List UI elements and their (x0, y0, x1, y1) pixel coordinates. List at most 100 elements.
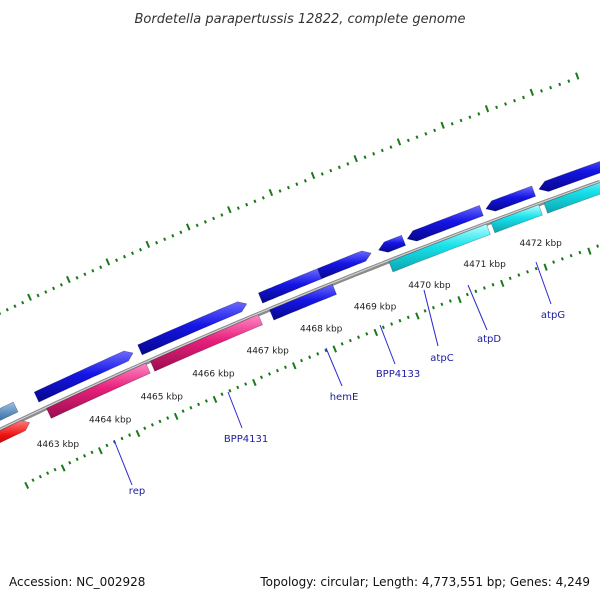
kbp-label: 4464 kbp (89, 416, 132, 426)
outer-tick (14, 305, 15, 308)
gene-arrow-forward (318, 251, 372, 279)
inner-tick (121, 437, 122, 440)
outer-tick (434, 129, 435, 132)
outer-tick (514, 99, 515, 102)
gene-label-leader (424, 290, 438, 346)
gene-arrow-reverse (379, 235, 406, 252)
outer-tick (140, 248, 141, 251)
outer-tick (550, 86, 551, 89)
inner-tick (408, 316, 409, 319)
inner-tick (167, 417, 168, 420)
inner-tick (301, 359, 302, 362)
gene-name-labels: rep BPP4131 hemE BPP4133 atpC atpD atpG (129, 310, 565, 497)
inner-tick (293, 363, 296, 370)
outer-tick (486, 105, 488, 112)
outer-tick (221, 214, 222, 217)
inner-tick (269, 373, 270, 376)
accession-text: Accession: NC_002928 (9, 575, 145, 589)
inner-tick (152, 424, 153, 427)
outer-tick (441, 122, 444, 129)
outer-tick (408, 139, 409, 142)
gene-label-bpp4131: BPP4131 (224, 434, 268, 445)
inner-tick (62, 465, 65, 471)
inner-tick (416, 313, 419, 320)
inner-tick (510, 277, 511, 280)
inner-tick (198, 403, 199, 406)
outer-tick (505, 103, 506, 106)
inner-tick (391, 323, 392, 326)
outer-tick (288, 186, 289, 189)
inner-tick (221, 393, 222, 396)
outer-tick (270, 189, 273, 196)
outer-tick (559, 83, 560, 86)
inner-tick (441, 303, 442, 306)
inner-tick (597, 245, 598, 248)
kbp-label: 4469 kbp (354, 303, 397, 313)
outer-tick (172, 234, 173, 237)
inner-tick (399, 319, 400, 322)
inner-tick (190, 406, 191, 409)
inner-tick (77, 458, 78, 461)
inner-tick (229, 389, 230, 392)
gene-label-rep: rep (129, 486, 145, 497)
kbp-label: 4467 kbp (246, 347, 289, 357)
inner-tick (175, 413, 178, 419)
outer-tick (425, 132, 426, 135)
gene-label-bpp4133: BPP4133 (376, 369, 420, 380)
kbp-label: 4463 kbp (37, 440, 80, 450)
inner-tick (245, 383, 246, 386)
kbp-label: 4466 kbp (192, 370, 235, 380)
gene-label-heme: hemE (330, 392, 359, 403)
inner-tick (47, 472, 48, 475)
map-title: Bordetella parapertussis 12822, complete… (135, 12, 466, 27)
outer-tick (354, 155, 357, 162)
outer-tick (205, 221, 206, 224)
outer-tick (347, 163, 348, 166)
gene-features (0, 154, 600, 453)
gene-label-leader (536, 262, 551, 304)
outer-tick (373, 152, 374, 155)
outer-tick (330, 169, 331, 172)
gene-label-leader (468, 285, 487, 330)
outer-tick (213, 217, 214, 220)
outer-tick (76, 276, 77, 279)
outer-tick (382, 149, 383, 152)
inner-tick (277, 369, 278, 372)
inner-tick (493, 283, 494, 286)
outer-tick (22, 301, 23, 304)
inner-tick (253, 379, 256, 385)
outer-tick (452, 122, 453, 125)
inner-tick (571, 254, 572, 257)
gene-label-leader (114, 440, 132, 485)
inner-tick (553, 261, 554, 264)
outer-tick (390, 146, 391, 149)
outer-tick (45, 291, 46, 294)
kbp-label: 4468 kbp (300, 324, 343, 334)
outer-tick (280, 190, 281, 193)
inner-tick (375, 329, 378, 336)
inner-tick (32, 479, 33, 482)
inner-tick (350, 339, 351, 342)
inner-tick (106, 444, 107, 447)
outer-tick (469, 116, 470, 119)
inner-tick (261, 376, 262, 379)
inner-tick (588, 248, 590, 255)
inner-tick (137, 430, 140, 436)
inner-tick (562, 258, 563, 261)
outer-tick (398, 139, 401, 146)
gene-label-atpc: atpC (430, 353, 453, 364)
outer-tick (156, 241, 157, 244)
inner-tick (84, 454, 85, 457)
inner-tick (501, 280, 504, 287)
outer-tick (197, 224, 198, 227)
outer-tick (461, 119, 462, 122)
outer-tick (67, 276, 70, 282)
outer-tick (531, 89, 533, 96)
outer-tick (61, 284, 62, 287)
genome-map: Bordetella parapertussis 12822, complete… (0, 0, 600, 600)
inner-tick (285, 366, 286, 369)
outer-tick (7, 308, 8, 311)
inner-tick (214, 396, 217, 402)
inner-tick (467, 293, 468, 296)
outer-tick (263, 197, 264, 200)
